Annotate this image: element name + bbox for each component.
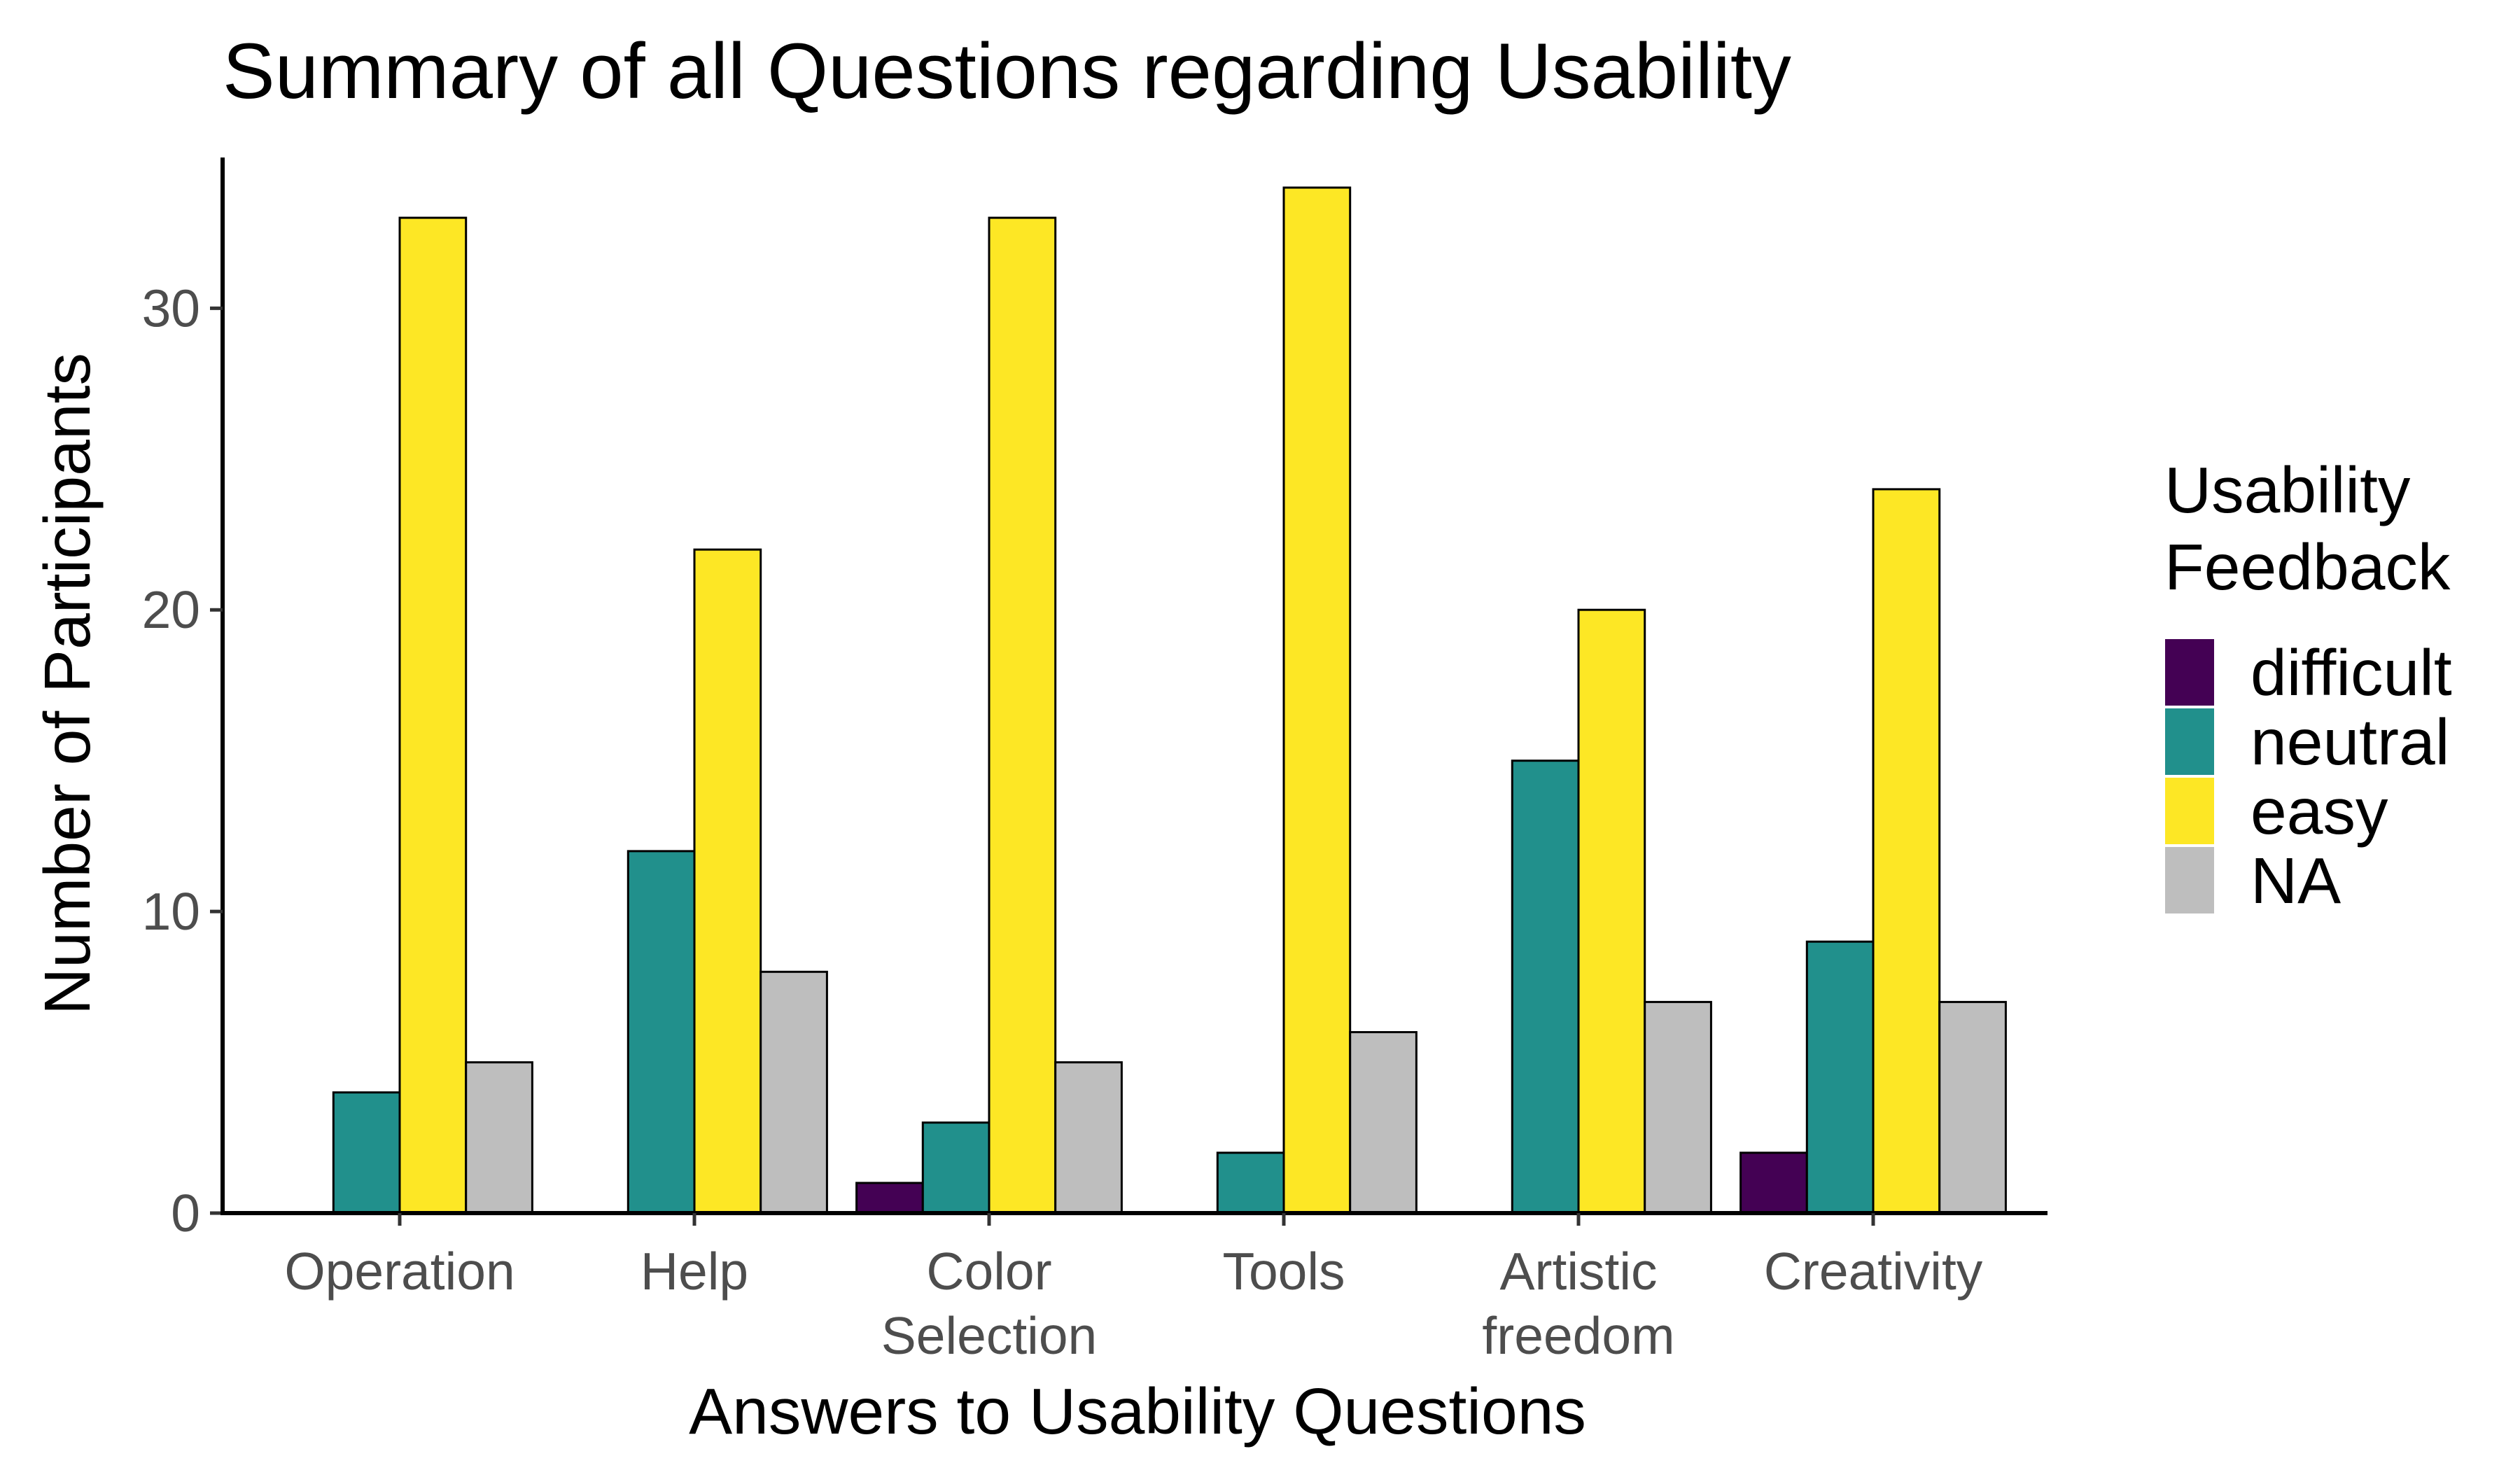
bar-easy-help: [693, 548, 762, 1214]
legend-key-neutral: [2165, 708, 2214, 775]
legend-label-na: NA: [2250, 844, 2341, 917]
bar-na-creativity: [1938, 1000, 2007, 1214]
bar-easy-operation: [398, 216, 468, 1214]
legend-label-easy: easy: [2250, 775, 2388, 848]
y-tick-label: 30: [142, 279, 200, 337]
legend-key-na: [2165, 847, 2214, 913]
bar-neutral-help: [626, 850, 696, 1214]
bar-easy-artistic-freedom: [1577, 608, 1646, 1214]
y-tick-label: 0: [171, 1184, 200, 1242]
x-tick-label: Tools: [1222, 1242, 1345, 1301]
y-axis: 0 10 20 30: [142, 158, 225, 1242]
legend-key-easy: [2165, 778, 2214, 844]
x-tick-label: Color Selection: [881, 1242, 1098, 1365]
bar-easy-color-selection: [988, 216, 1057, 1214]
bar-na-tools: [1349, 1031, 1418, 1214]
bar-difficult-color-selection: [855, 1182, 924, 1214]
y-axis-title: Number of Participants: [31, 353, 104, 1015]
x-tick-label: Help: [640, 1242, 748, 1301]
x-axis-title: Answers to Usability Questions: [689, 1375, 1586, 1448]
y-tick-label: 20: [142, 580, 200, 639]
y-tick-label: 10: [142, 882, 200, 941]
bar-difficult-creativity: [1740, 1152, 1808, 1214]
legend-title: Usability Feedback: [2164, 454, 2451, 603]
x-tick-label: Operation: [284, 1242, 514, 1301]
bar-easy-creativity: [1872, 488, 1941, 1214]
legend-label-neutral: neutral: [2250, 706, 2449, 778]
x-tick-label: Creativity: [1764, 1242, 1983, 1301]
legend-label-difficult: difficult: [2250, 636, 2452, 709]
bar-neutral-color-selection: [921, 1121, 990, 1214]
bar-na-help: [760, 970, 828, 1214]
bar-neutral-operation: [332, 1091, 401, 1214]
x-axis: Operation Help Color Selection Tools Artistic…: [220, 1211, 2047, 1365]
chart-title: Summary of all Questions regarding Usabi…: [223, 27, 1791, 115]
legend-key-difficult: [2165, 639, 2214, 706]
bar-na-operation: [465, 1061, 533, 1214]
bar-easy-tools: [1282, 186, 1352, 1214]
bar-neutral-tools: [1216, 1152, 1285, 1214]
x-tick-label: Artistic freedom: [1482, 1242, 1674, 1365]
bar-na-color-selection: [1054, 1061, 1123, 1214]
plot-area: [332, 186, 2007, 1214]
bar-neutral-artistic-freedom: [1511, 760, 1580, 1214]
bar-neutral-creativity: [1805, 940, 1875, 1214]
bar-na-artistic-freedom: [1644, 1000, 1712, 1214]
